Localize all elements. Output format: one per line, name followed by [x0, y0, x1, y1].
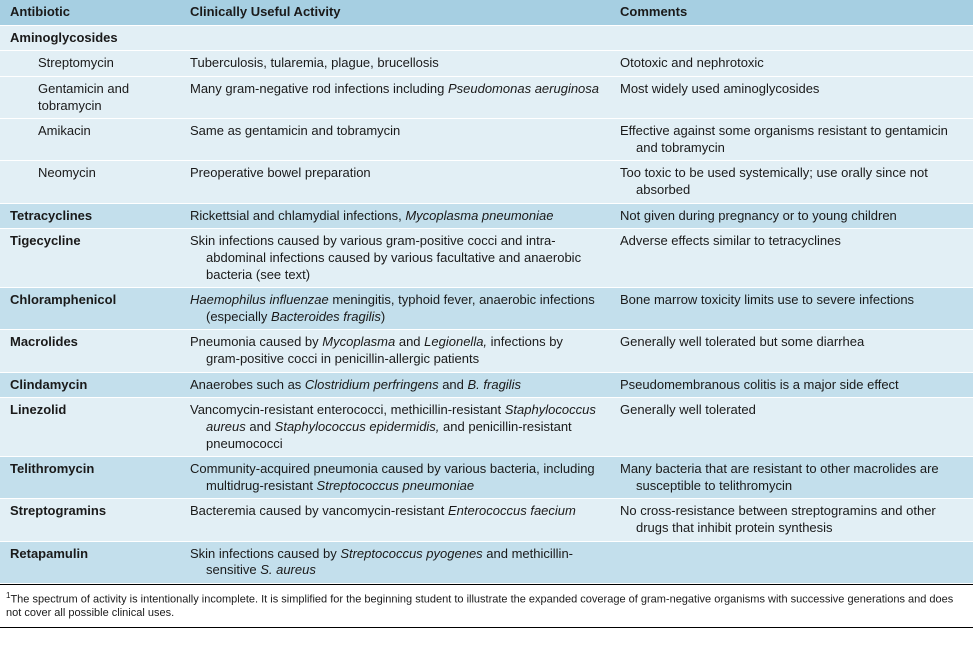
cell-activity: Pneumonia caused by Mycoplasma and Legio… [180, 330, 610, 372]
cell-comments: No cross-resistance between streptogrami… [610, 499, 973, 541]
cell-comments [610, 541, 973, 583]
cell-activity [180, 25, 610, 51]
cell-antibiotic: Amikacin [0, 119, 180, 161]
footnote-text: The spectrum of activity is intentionall… [6, 594, 953, 620]
cell-activity: Preoperative bowel preparation [180, 161, 610, 203]
table-body: AminoglycosidesStreptomycinTuberculosis,… [0, 25, 973, 583]
cell-activity: Bacteremia caused by vancomycin-resistan… [180, 499, 610, 541]
cell-comments: Effective against some organisms resista… [610, 119, 973, 161]
table-row: StreptomycinTuberculosis, tularemia, pla… [0, 51, 973, 77]
cell-activity: Skin infections caused by various gram-p… [180, 229, 610, 288]
cell-antibiotic: Retapamulin [0, 541, 180, 583]
cell-activity: Rickettsial and chlamydial infections, M… [180, 203, 610, 229]
cell-activity: Many gram-negative rod infections includ… [180, 76, 610, 118]
cell-antibiotic: Streptomycin [0, 51, 180, 77]
cell-comments: Generally well tolerated but some diarrh… [610, 330, 973, 372]
table-row: ChloramphenicolHaemophilus influenzae me… [0, 288, 973, 330]
cell-comments: Generally well tolerated [610, 398, 973, 457]
table-row: TigecyclineSkin infections caused by var… [0, 229, 973, 288]
table-row: Gentamicin and tobramycinMany gram-negat… [0, 76, 973, 118]
cell-antibiotic: Gentamicin and tobramycin [0, 76, 180, 118]
col-header-activity: Clinically Useful Activity [180, 0, 610, 25]
cell-activity: Same as gentamicin and tobramycin [180, 119, 610, 161]
table-row: Aminoglycosides [0, 25, 973, 51]
cell-activity: Community-acquired pneumonia caused by v… [180, 457, 610, 499]
table-row: StreptograminsBacteremia caused by vanco… [0, 499, 973, 541]
cell-comments: Many bacteria that are resistant to othe… [610, 457, 973, 499]
cell-antibiotic: Clindamycin [0, 372, 180, 398]
table-row: AmikacinSame as gentamicin and tobramyci… [0, 119, 973, 161]
footnote: 1The spectrum of activity is intentional… [0, 584, 973, 628]
cell-comments [610, 25, 973, 51]
antibiotic-table: Antibiotic Clinically Useful Activity Co… [0, 0, 973, 584]
cell-antibiotic: Neomycin [0, 161, 180, 203]
cell-antibiotic: Macrolides [0, 330, 180, 372]
table-row: ClindamycinAnaerobes such as Clostridium… [0, 372, 973, 398]
table-row: RetapamulinSkin infections caused by Str… [0, 541, 973, 583]
table-row: NeomycinPreoperative bowel preparationTo… [0, 161, 973, 203]
cell-antibiotic: Aminoglycosides [0, 25, 180, 51]
cell-antibiotic: Streptogramins [0, 499, 180, 541]
cell-antibiotic: Chloramphenicol [0, 288, 180, 330]
cell-antibiotic: Tigecycline [0, 229, 180, 288]
cell-antibiotic: Linezolid [0, 398, 180, 457]
table-row: MacrolidesPneumonia caused by Mycoplasma… [0, 330, 973, 372]
cell-activity: Skin infections caused by Streptococcus … [180, 541, 610, 583]
cell-activity: Anaerobes such as Clostridium perfringen… [180, 372, 610, 398]
col-header-antibiotic: Antibiotic [0, 0, 180, 25]
table-row: LinezolidVancomycin-resistant enterococc… [0, 398, 973, 457]
table-row: TetracyclinesRickettsial and chlamydial … [0, 203, 973, 229]
cell-activity: Vancomycin-resistant enterococci, methic… [180, 398, 610, 457]
cell-activity: Haemophilus influenzae meningitis, typho… [180, 288, 610, 330]
table-row: TelithromycinCommunity-acquired pneumoni… [0, 457, 973, 499]
cell-comments: Too toxic to be used systemically; use o… [610, 161, 973, 203]
cell-activity: Tuberculosis, tularemia, plague, brucell… [180, 51, 610, 77]
cell-antibiotic: Telithromycin [0, 457, 180, 499]
cell-comments: Pseudomembranous colitis is a major side… [610, 372, 973, 398]
cell-antibiotic: Tetracyclines [0, 203, 180, 229]
cell-comments: Most widely used aminoglycosides [610, 76, 973, 118]
cell-comments: Bone marrow toxicity limits use to sever… [610, 288, 973, 330]
col-header-comments: Comments [610, 0, 973, 25]
cell-comments: Ototoxic and nephrotoxic [610, 51, 973, 77]
cell-comments: Not given during pregnancy or to young c… [610, 203, 973, 229]
table-header-row: Antibiotic Clinically Useful Activity Co… [0, 0, 973, 25]
cell-comments: Adverse effects similar to tetracyclines [610, 229, 973, 288]
